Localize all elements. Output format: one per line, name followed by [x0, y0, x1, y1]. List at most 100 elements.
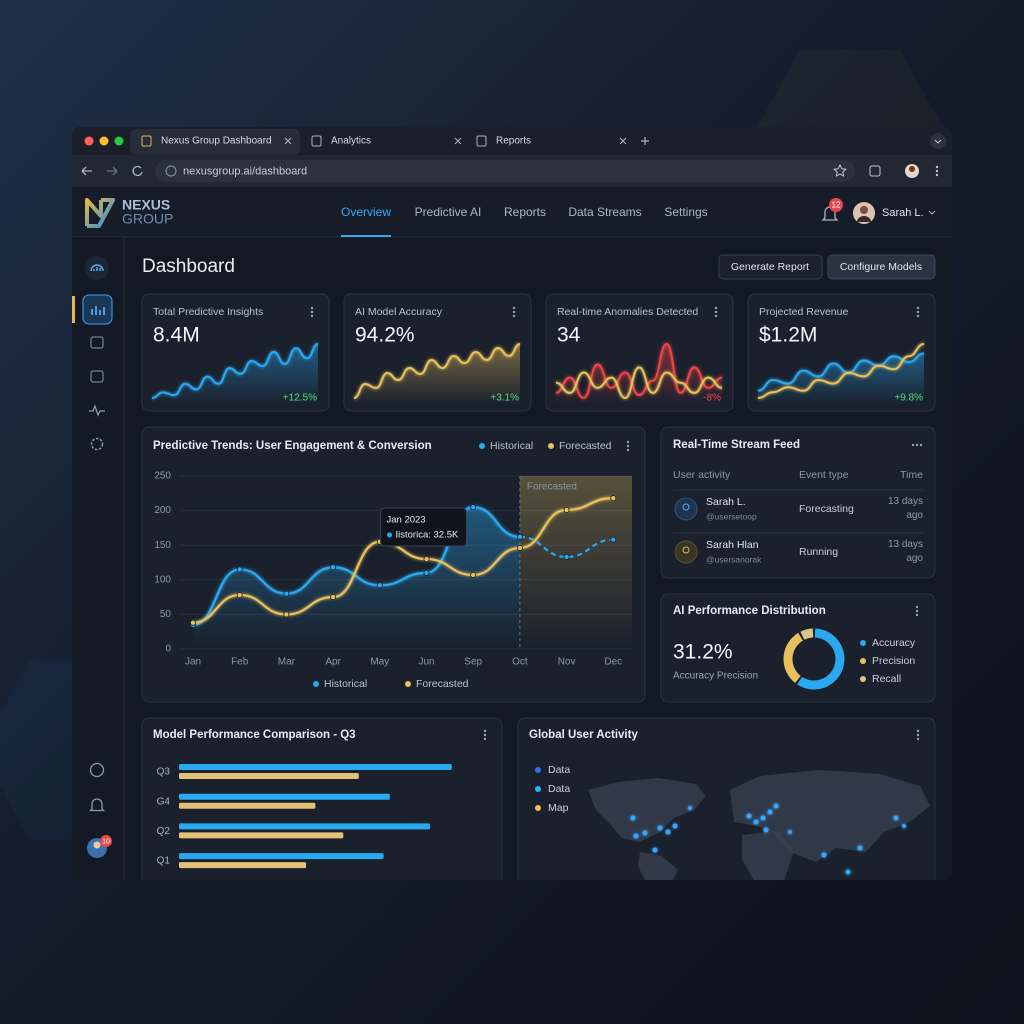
card-menu[interactable] [915, 605, 919, 609]
card-menu[interactable] [916, 733, 920, 737]
sparkline [757, 352, 925, 392]
card-menu[interactable] [915, 443, 919, 447]
nav-link[interactable]: Reports [504, 205, 546, 219]
card-menu[interactable] [714, 306, 718, 310]
sparkline [757, 343, 925, 399]
data-point [236, 566, 243, 573]
back-icon[interactable] [81, 166, 92, 176]
card-menu[interactable] [919, 443, 923, 447]
data-point [516, 544, 523, 551]
tab-close[interactable] [454, 137, 462, 145]
card-menu[interactable] [916, 306, 920, 310]
sidebar-icon-pulse[interactable] [89, 404, 105, 417]
configure-models-label[interactable]: Configure Models [840, 261, 922, 273]
sidebar-icon-help[interactable] [89, 762, 105, 778]
legend-label: Accuracy [872, 637, 916, 649]
card-title: Global User Activity [529, 729, 638, 741]
window-close[interactable] [84, 136, 94, 146]
card-menu[interactable] [916, 729, 920, 733]
card-menu[interactable] [512, 306, 516, 310]
card-menu[interactable] [310, 310, 314, 314]
new-tab[interactable] [641, 137, 649, 145]
card-menu[interactable] [714, 314, 718, 318]
browser-menu[interactable] [935, 165, 939, 169]
user-chevron[interactable] [928, 210, 936, 215]
card-menu[interactable] [915, 609, 919, 613]
kpi-change: +12.5% [283, 393, 317, 404]
row-avatar-glyph [682, 503, 690, 511]
tab-title[interactable]: Nexus Group Dashboard [161, 136, 272, 147]
data-point [610, 536, 617, 543]
bookmark-icon[interactable] [833, 163, 847, 178]
site-info-icon[interactable] [165, 165, 177, 177]
user-name[interactable]: Sarah L. [882, 207, 924, 219]
extensions-icon[interactable] [869, 165, 881, 177]
forecast-region [519, 476, 632, 649]
user-avatar-face [860, 206, 868, 214]
card-menu[interactable] [626, 448, 630, 452]
card-menu[interactable] [916, 310, 920, 314]
tooltip-text: Iistorica: 32.5K [396, 530, 459, 541]
card-menu[interactable] [483, 737, 487, 741]
url-field[interactable] [155, 160, 855, 182]
nav-link[interactable]: Predictive AI [415, 205, 482, 219]
card-menu[interactable] [512, 314, 516, 318]
sidebar-icon-folder[interactable] [90, 370, 104, 383]
card-menu[interactable] [916, 314, 920, 318]
sparkline [555, 366, 723, 400]
card-menu[interactable] [626, 444, 630, 448]
tab-title[interactable]: Analytics [331, 136, 371, 147]
card-menu[interactable] [310, 314, 314, 318]
donut-label: Accuracy Precision [673, 671, 758, 682]
configure-models-button[interactable] [827, 254, 936, 280]
kpi-title: Projected Revenue [759, 306, 848, 318]
sidebar-icon-grid[interactable] [90, 336, 104, 349]
row-avatar [674, 497, 698, 521]
card-menu[interactable] [911, 443, 915, 447]
row-time: 13 days ago [887, 496, 923, 521]
tab-title[interactable]: Reports [496, 136, 531, 147]
card-menu[interactable] [512, 310, 516, 314]
window-minimize[interactable] [99, 136, 109, 146]
tab-close[interactable] [284, 137, 292, 145]
nav-link[interactable]: Settings [664, 205, 707, 219]
legend-label: Data [548, 783, 570, 795]
kpi-title: AI Model Accuracy [355, 306, 443, 318]
card-menu[interactable] [714, 310, 718, 314]
row-avatar-glyph [682, 546, 690, 554]
legend-marker [548, 443, 554, 449]
logo-bottom: GROUP [122, 211, 173, 227]
bar [179, 853, 384, 860]
card-menu[interactable] [310, 306, 314, 310]
tab-active[interactable] [130, 129, 300, 155]
nav-link[interactable]: Overview [341, 205, 391, 219]
tab-search-chevron [934, 139, 942, 144]
app-header [72, 187, 952, 237]
data-point [330, 564, 337, 571]
kpi-value: 8.4M [153, 324, 200, 347]
sidebar-icon-settings[interactable] [90, 437, 104, 451]
x-tick-label: Oct [512, 657, 528, 668]
sidebar-icon-bell[interactable] [88, 798, 106, 812]
bar [179, 832, 344, 839]
card-menu[interactable] [916, 737, 920, 741]
kpi-change: -8% [703, 393, 721, 404]
card-menu[interactable] [626, 440, 630, 444]
generate-report-button[interactable] [718, 254, 823, 280]
sidebar-icon-analytics[interactable] [82, 294, 113, 325]
tab-search[interactable] [930, 133, 946, 149]
reload-icon[interactable] [132, 165, 143, 177]
card-menu[interactable] [483, 729, 487, 733]
url-text[interactable]: nexusgroup.ai/dashboard [183, 165, 307, 177]
card-menu[interactable] [483, 733, 487, 737]
sidebar-active-indicator [72, 296, 75, 323]
tab-close[interactable] [619, 137, 627, 145]
window-zoom[interactable] [114, 136, 124, 146]
nav-link[interactable]: Data Streams [568, 205, 641, 219]
row-handle: @usersetoop [706, 511, 757, 521]
donut-segment [783, 632, 804, 683]
card [660, 426, 936, 579]
generate-report-label[interactable]: Generate Report [731, 261, 809, 273]
forward-icon[interactable] [107, 166, 118, 176]
card-menu[interactable] [915, 613, 919, 617]
